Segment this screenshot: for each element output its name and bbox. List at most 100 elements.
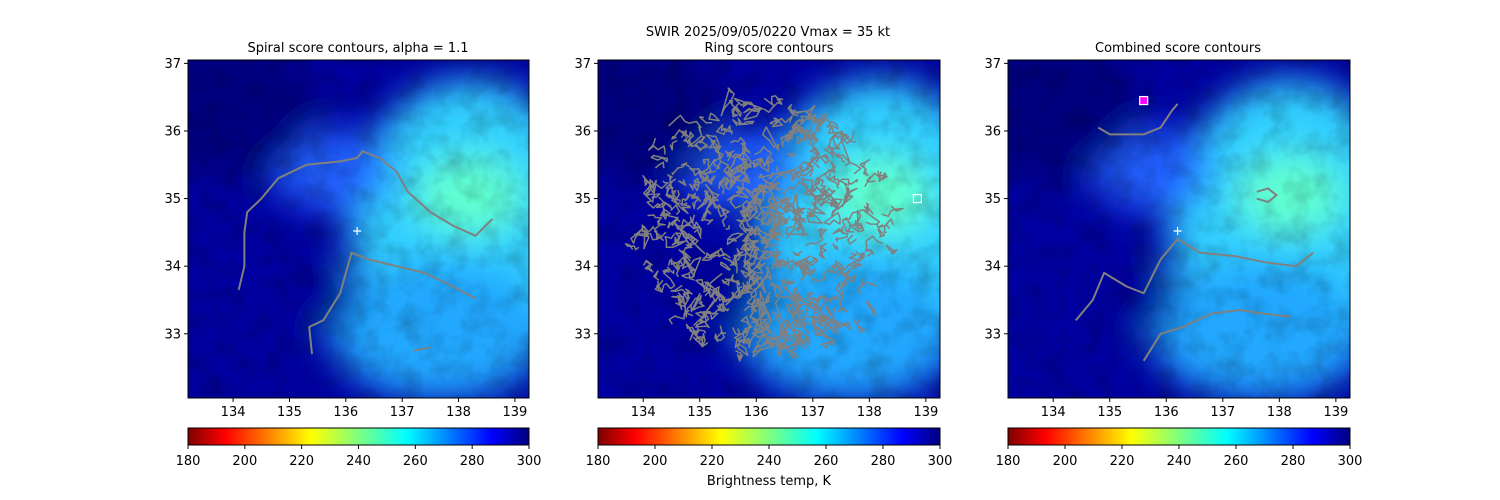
spiral-panel: Spiral score contours, alpha = 1.1 — [187, 41, 530, 399]
ring-contour — [692, 177, 700, 192]
ring-contour — [660, 270, 676, 293]
ring-contour — [737, 337, 751, 349]
ring-contour — [820, 340, 836, 349]
ring-contour — [752, 344, 761, 358]
ring-contour — [829, 160, 837, 173]
ring-contour — [793, 164, 804, 179]
ring-contour — [693, 140, 709, 151]
ring-contour — [818, 112, 831, 123]
score-contour — [413, 346, 431, 352]
colorbar-tick-label: 240 — [757, 454, 782, 469]
ring-contour — [824, 307, 836, 321]
colorbar-2 — [1007, 427, 1351, 446]
ring-contour — [688, 183, 696, 191]
ring-contour — [742, 200, 758, 220]
y-tick-label: 36 — [574, 124, 591, 139]
ring-contour — [843, 182, 850, 195]
ring-contour — [687, 125, 703, 148]
ring-contour — [830, 296, 840, 304]
center-marker — [1173, 227, 1182, 236]
colorbar-tick-label: 180 — [996, 454, 1021, 469]
ring-contour — [669, 139, 678, 151]
ring-contour — [749, 300, 762, 328]
ring-contour — [666, 266, 675, 275]
ring-contour — [642, 259, 653, 266]
colorbar-1-gradient — [597, 427, 941, 446]
ring-contour — [743, 208, 759, 214]
ring-contour — [865, 235, 883, 256]
ring-contour — [771, 311, 782, 322]
suptitle: SWIR 2025/09/05/0220 Vmax = 35 kt — [646, 25, 890, 40]
colorbar-tick-label: 220 — [289, 454, 314, 469]
ring-panel-title: Ring score contours — [704, 41, 833, 56]
axis-ticks: 134 135 136 137 138 139 33 34 35 36 37 134 135 136 137… — [164, 57, 1348, 420]
ring-contour — [678, 179, 687, 187]
ring-contour — [782, 181, 810, 197]
texture — [1008, 60, 1350, 398]
y-tick-label: 37 — [984, 57, 1001, 72]
colorbar-tick-label: 240 — [1167, 454, 1192, 469]
ring-contour — [767, 218, 775, 223]
ring-contour — [726, 153, 742, 174]
ring-contour — [720, 87, 735, 117]
ring-contour — [769, 211, 781, 219]
ring-contour — [827, 125, 843, 140]
ring-contour — [742, 101, 752, 108]
ring-contour — [717, 293, 731, 303]
ring-contour — [671, 238, 679, 246]
ring-contour — [807, 114, 822, 125]
ring-contour — [703, 190, 712, 203]
y-tick-label: 35 — [164, 192, 181, 207]
ring-contour — [712, 304, 725, 316]
ring-contour — [743, 261, 751, 272]
ring-contour — [785, 296, 802, 314]
ring-contour — [763, 155, 774, 166]
ring-contour — [732, 327, 741, 336]
ring-contour — [885, 244, 898, 255]
ring-contour — [769, 230, 784, 238]
ring-contour — [825, 305, 832, 317]
ring-contour — [787, 152, 796, 158]
ring-contour — [693, 228, 702, 239]
ring-contour — [771, 259, 787, 269]
ring-contour — [841, 193, 851, 208]
ring-contour — [714, 325, 727, 342]
colorbar-tick-label: 260 — [403, 454, 428, 469]
ring-contour — [820, 198, 838, 210]
ring-contour — [846, 234, 857, 245]
ring-contour — [677, 296, 688, 318]
ring-contour — [687, 131, 695, 147]
x-tick-label: 136 — [1154, 405, 1179, 420]
ring-contour — [703, 281, 712, 297]
ring-contour — [849, 219, 865, 233]
ring-contour — [806, 291, 814, 300]
ring-contour — [764, 266, 772, 281]
combined-axes-frame — [1007, 59, 1351, 399]
ring-contour — [708, 247, 725, 257]
ring-contour — [815, 117, 825, 131]
x-tick-label: 135 — [1097, 405, 1122, 420]
ring-contour — [773, 285, 784, 298]
panel-0-overlay — [237, 150, 494, 355]
ring-contour — [813, 146, 820, 157]
ring-contour — [767, 197, 781, 207]
ring-contour — [665, 188, 674, 201]
ring-contour — [881, 205, 904, 218]
ring-contour — [700, 218, 714, 226]
ring-contour — [823, 211, 841, 226]
x-tick-label: 137 — [390, 405, 415, 420]
ring-contour — [759, 196, 789, 216]
ring-contour — [702, 158, 710, 165]
ring-contour — [710, 293, 726, 303]
x-tick-label: 139 — [1323, 405, 1348, 420]
ring-contour — [757, 226, 769, 242]
ring-contour — [671, 295, 681, 298]
colorbar-tick-label: 280 — [871, 454, 896, 469]
ring-contour — [817, 169, 832, 186]
ring-contour — [656, 234, 664, 241]
ring-contour — [741, 174, 751, 184]
ring-contour — [695, 323, 707, 334]
ring-contour — [763, 97, 784, 113]
ring-contour — [755, 252, 765, 270]
spiral-axes-frame — [187, 59, 530, 399]
